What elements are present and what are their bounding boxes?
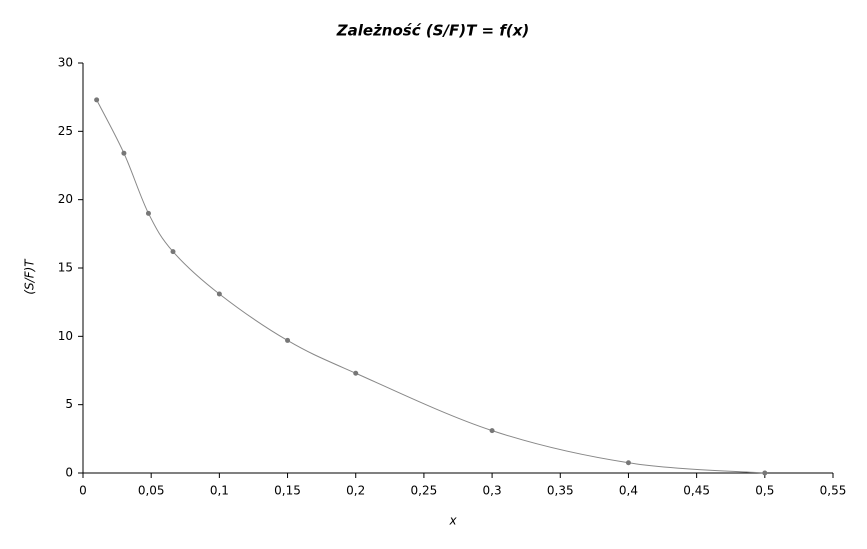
y-axis-label: (S/F)T [23, 258, 37, 295]
y-tick-label: 30 [58, 56, 73, 70]
chart-title: Zależność (S/F)T = f(x) [336, 22, 529, 40]
point [762, 470, 768, 476]
y-tick-label: 10 [58, 329, 73, 343]
point [170, 249, 176, 255]
y-tick-label: 5 [65, 397, 73, 411]
x-tick-label: 0,4 [619, 484, 638, 498]
x-tick-label: 0,2 [346, 484, 365, 498]
y-tick-label: 15 [58, 261, 73, 275]
x-tick-label: 0,55 [820, 484, 847, 498]
x-tick-label: 0,35 [547, 484, 574, 498]
x-axis-label: x [448, 514, 457, 528]
x-tick-label: 0,1 [210, 484, 229, 498]
x-tick-label: 0,05 [138, 484, 165, 498]
point [489, 428, 495, 434]
point [121, 150, 127, 156]
point [145, 210, 151, 216]
y-tick-label: 0 [65, 466, 73, 480]
point [353, 370, 359, 376]
x-tick-label: 0,3 [483, 484, 502, 498]
point [625, 460, 631, 466]
point [216, 291, 222, 297]
y-tick-label: 25 [58, 124, 73, 138]
x-tick-label: 0,25 [411, 484, 438, 498]
x-tick-label: 0,5 [755, 484, 774, 498]
x-tick-label: 0,45 [683, 484, 710, 498]
y-tick-label: 20 [58, 192, 73, 206]
x-tick-label: 0,15 [274, 484, 301, 498]
point [285, 337, 291, 343]
curve [96, 99, 765, 474]
x-tick-label: 0 [79, 484, 87, 498]
point [94, 97, 100, 103]
